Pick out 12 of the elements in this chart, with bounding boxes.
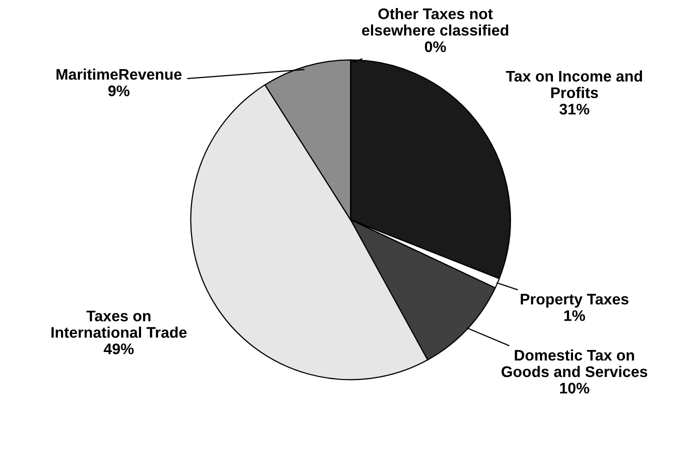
text: 0% <box>424 41 446 52</box>
slice-label: MaritimeRevenue <box>56 68 182 80</box>
data-label: 9% <box>108 85 130 96</box>
data-label: 31% <box>559 104 590 115</box>
data-label: 49% <box>104 343 134 354</box>
data-label: 1% <box>564 310 586 321</box>
slice-label: Property Taxes <box>520 294 628 308</box>
category-label: Other Taxes not elsewhere classified <box>362 8 508 36</box>
slice-label: Domestic Tax on Goods and Services <box>502 349 648 378</box>
slice-label: Taxes on International Trade <box>51 310 187 338</box>
slice-label: Tax on Income and Profits <box>506 70 642 98</box>
data-label: 10% <box>560 382 590 394</box>
